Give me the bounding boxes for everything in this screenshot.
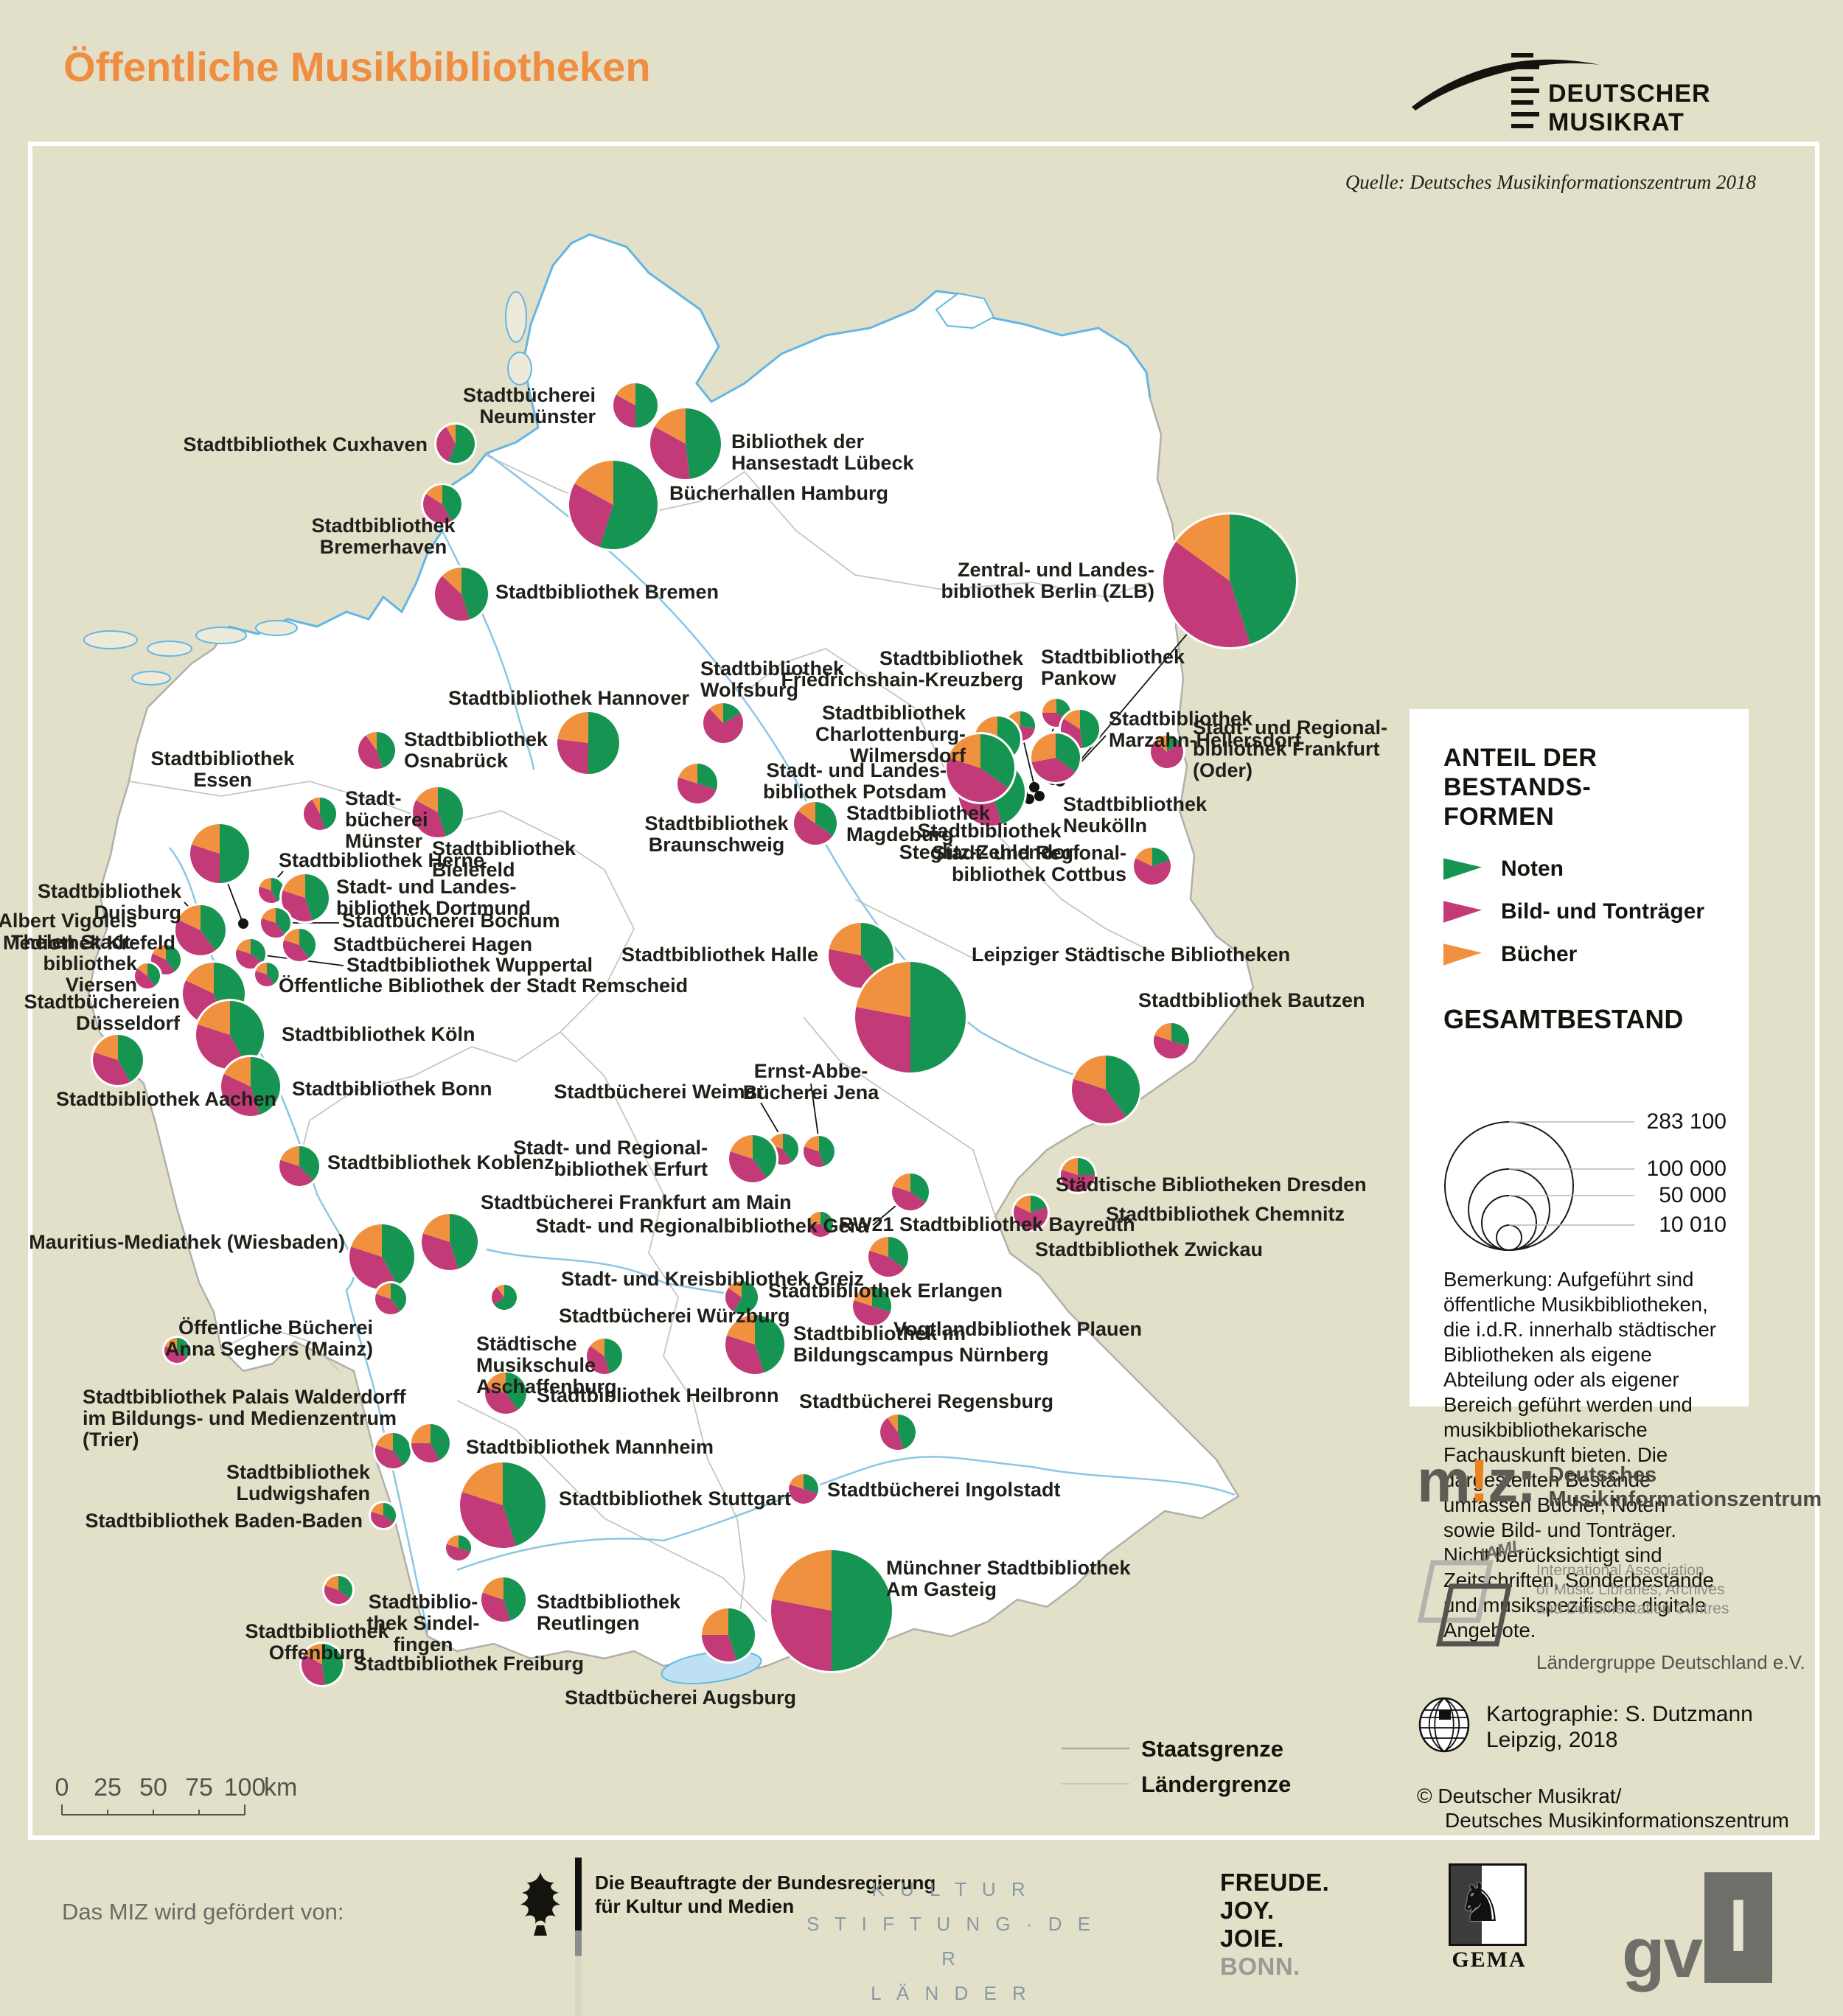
gvl-logo-block: gv l <box>1622 1872 1773 1992</box>
legend-item-1: Bild- und Tonträger <box>1443 899 1749 924</box>
page-title: Öffentliche Musikbibliotheken <box>63 43 651 90</box>
miz-description: Deutsches Musikinformationszentrum <box>1548 1463 1822 1511</box>
globe-icon <box>1418 1697 1470 1753</box>
size-value: 50 000 <box>1659 1183 1727 1207</box>
legend-item-2: Bücher <box>1443 942 1749 967</box>
legend-item-label: Noten <box>1501 857 1564 881</box>
source-line: Quelle: Deutsches Musikinformationszentr… <box>1345 171 1756 193</box>
brand-name: DEUTSCHER MUSIKRAT <box>1548 80 1711 136</box>
legend-size-title: GESAMTBESTAND <box>1443 1004 1684 1034</box>
kulturstiftung-logo: K U L T U R S T I F T U N G · D E R L Ä … <box>806 1878 1096 2004</box>
map-panel <box>28 142 1819 1840</box>
size-circle-3 <box>1496 1224 1522 1251</box>
gema-name: GEMA <box>1452 1947 1527 1972</box>
bkm-logo-block: Die Beauftragte der Bundesregierung für … <box>516 1858 936 2016</box>
size-value: 283 100 <box>1647 1109 1727 1134</box>
iaml-laendergruppe: Ländergruppe Deutschland e.V. <box>1536 1651 1805 1673</box>
legend-title: ANTEIL DER BESTANDS- FORMEN <box>1443 744 1598 831</box>
deutscher-musikrat-logo-icon <box>1412 53 1600 128</box>
copyright: © Deutscher Musikrat/ Deutsches Musikinf… <box>1417 1785 1789 1832</box>
iaml-description: International Association of Music Libra… <box>1536 1562 1805 1673</box>
kartographie-text: Kartographie: S. Dutzmann Leipzig, 2018 <box>1486 1702 1753 1752</box>
svg-text:IAML: IAML <box>1478 1541 1525 1566</box>
size-circle-0 <box>1444 1121 1574 1251</box>
legend-item-label: Bild- und Tonträger <box>1501 899 1705 924</box>
size-value: 100 000 <box>1647 1157 1727 1181</box>
miz-logo-block: m!z: Deutsches Musikinformationszentrum <box>1417 1448 1822 1515</box>
federal-eagle-icon <box>520 1872 560 1936</box>
legend-items: Noten Bild- und Tonträger Bücher <box>1443 857 1749 967</box>
gvl-gv: gv <box>1622 1914 1703 1992</box>
gvl-box: l <box>1704 1872 1773 1983</box>
tontraeger-wedge-icon <box>1443 901 1482 923</box>
size-value: 10 010 <box>1659 1213 1727 1237</box>
iaml-logo-icon: IAML <box>1417 1541 1525 1647</box>
size-circle-1 <box>1468 1168 1550 1251</box>
bkm-divider <box>575 1858 582 2016</box>
gema-pegasus-icon: ♞ <box>1449 1863 1527 1946</box>
kartographie-block: Kartographie: S. Dutzmann Leipzig, 2018 <box>1417 1695 1753 1754</box>
bkm-text: Die Beauftragte der Bundesregierung für … <box>595 1872 936 1917</box>
miz-logo: m!z: <box>1417 1448 1537 1515</box>
legend-box: ANTEIL DER BESTANDS- FORMEN Noten Bild- u… <box>1410 709 1749 1642</box>
iaml-logo-block: IAML International Association of Music … <box>1414 1541 1805 1672</box>
legend-item-0: Noten <box>1443 857 1749 882</box>
footer-funding-label: Das MIZ wird gefördert von: <box>62 1899 344 1925</box>
freude-joy-joie-bonn-logo: FREUDE. JOY. JOIE. BONN. <box>1220 1869 1330 1980</box>
swoosh-icon <box>1412 59 1600 111</box>
gema-logo-block: ♞ GEMA <box>1449 1863 1530 1973</box>
staff-dashes-icon <box>1511 53 1539 128</box>
legend-item-label: Bücher <box>1501 942 1578 966</box>
noten-wedge-icon <box>1443 858 1482 880</box>
size-circle-2 <box>1481 1195 1537 1251</box>
buecher-wedge-icon <box>1443 944 1482 966</box>
